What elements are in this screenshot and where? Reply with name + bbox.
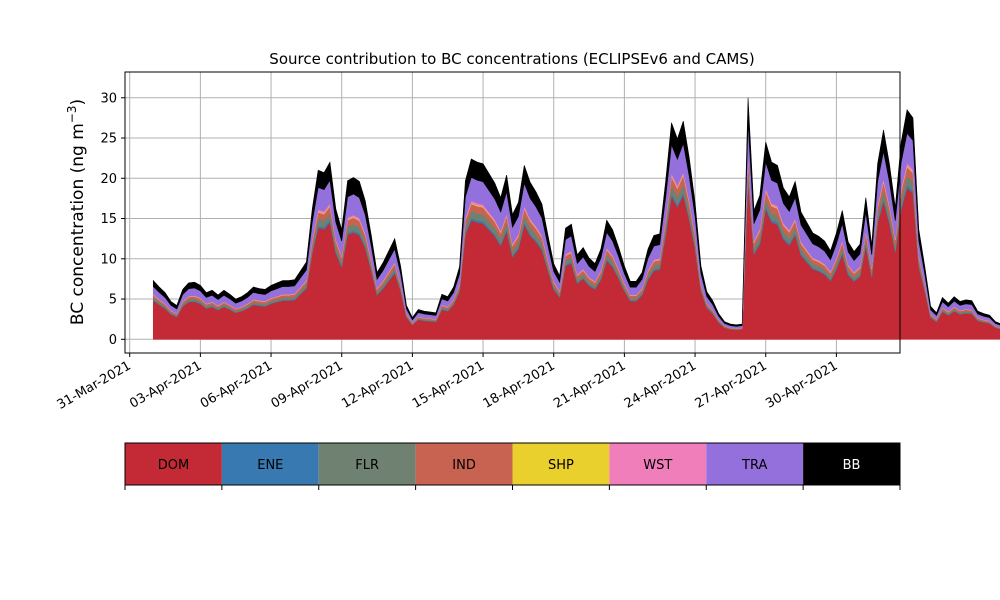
y-tick-label: 25: [100, 132, 117, 147]
x-tick-label: 27-Apr-2021: [693, 358, 770, 411]
legend-swatch-ene: [221, 443, 319, 485]
x-tick-label: 18-Apr-2021: [481, 358, 558, 411]
y-axis-label: BC concentration (ng m−3): [65, 99, 88, 325]
x-tick-label: 15-Apr-2021: [410, 358, 487, 411]
legend-label-flr: FLR: [355, 458, 379, 473]
x-tick-label: 09-Apr-2021: [269, 358, 346, 411]
plot-frame: [124, 71, 901, 354]
legend-swatch-flr: [318, 443, 416, 485]
legend-swatch-bb: [803, 443, 900, 485]
y-axis-label-exponent: −3: [65, 105, 79, 123]
legend-label-dom: DOM: [158, 458, 189, 473]
legend-label-ene: ENE: [257, 458, 283, 473]
legend-label-wst: WST: [643, 458, 672, 473]
y-axis: 0 5 10 15 20 25 30: [100, 91, 125, 348]
y-tick-label: 0: [109, 333, 117, 348]
y-axis-label-close: ): [68, 99, 88, 106]
x-axis: 31-Mar-202103-Apr-202106-Apr-202109-Apr-…: [55, 353, 840, 413]
legend-swatch-shp: [512, 443, 610, 485]
stacked-areas: [152, 97, 1000, 340]
legend-swatch-dom: [125, 443, 222, 485]
area-bb: [152, 97, 1000, 327]
legend-label-tra: TRA: [741, 458, 767, 473]
x-tick-label: 21-Apr-2021: [551, 358, 628, 411]
legend-label-ind: IND: [452, 458, 476, 473]
x-tick-label: 30-Apr-2021: [763, 358, 840, 411]
legend-swatch-ind: [415, 443, 513, 485]
chart-title: Source contribution to BC concentrations…: [269, 50, 754, 68]
legend: DOM ENE FLR IND SHP WST TRA BB: [124, 442, 901, 490]
x-tick-label: 24-Apr-2021: [622, 358, 699, 411]
y-tick-label: 10: [100, 252, 117, 267]
y-tick-label: 20: [100, 172, 117, 187]
y-tick-label: 5: [109, 293, 117, 308]
x-tick-label: 06-Apr-2021: [198, 358, 275, 411]
legend-swatch-tra: [706, 443, 804, 485]
y-axis-label-main: BC concentration (ng m: [68, 123, 88, 325]
legend-swatch-wst: [609, 443, 707, 485]
x-tick-label: 31-Mar-2021: [55, 358, 134, 412]
legend-label-bb: BB: [843, 458, 861, 473]
y-tick-label: 15: [100, 212, 117, 227]
legend-label-shp: SHP: [548, 458, 574, 473]
x-tick-label: 12-Apr-2021: [339, 358, 416, 411]
x-tick-label: 03-Apr-2021: [127, 358, 204, 411]
y-tick-label: 30: [100, 91, 117, 106]
